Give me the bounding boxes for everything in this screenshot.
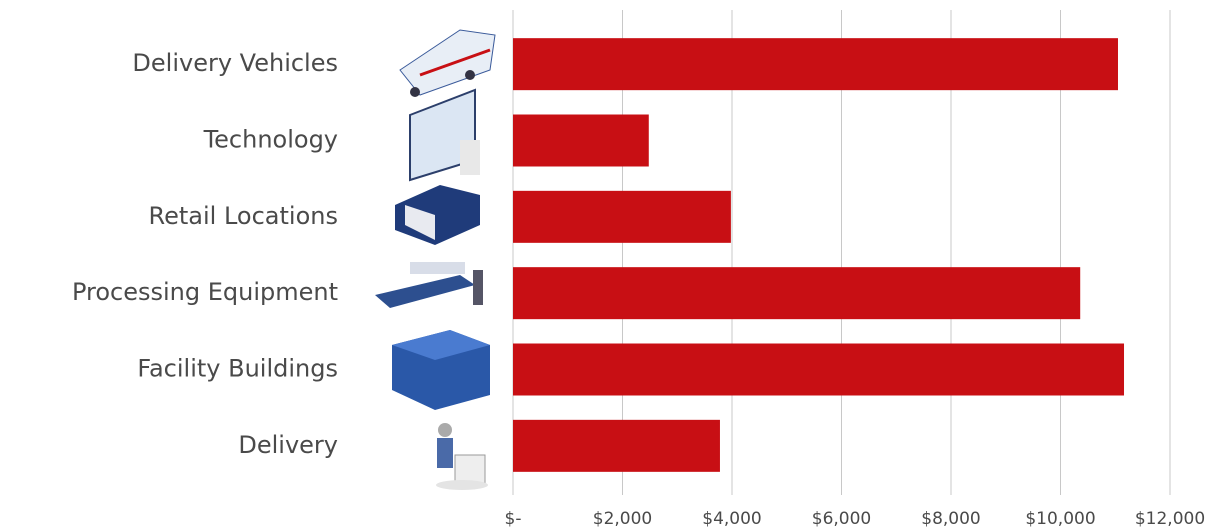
store-icon (395, 185, 480, 245)
x-tick-label: $2,000 (593, 509, 652, 529)
hand-truck-icon (436, 423, 488, 490)
x-tick-label: $- (505, 509, 522, 529)
chart: $- $2,000 $4,000 $6,000 $8,000 $10,000 $12,000… (0, 0, 1221, 531)
bar (513, 420, 720, 472)
x-tick-label: $12,000 (1135, 509, 1205, 529)
x-tick-label: $10,000 (1025, 509, 1095, 529)
x-tick-label: $8,000 (921, 509, 980, 529)
x-tick-label: $4,000 (702, 509, 761, 529)
bar (513, 38, 1118, 90)
y-tick-label: Retail Locations (149, 202, 338, 230)
bars (513, 38, 1124, 472)
icons (375, 30, 495, 490)
building-icon (392, 330, 490, 410)
y-tick-label: Processing Equipment (72, 278, 338, 306)
van-icon (400, 30, 495, 97)
x-tick-label: $6,000 (812, 509, 871, 529)
y-tick-label: Delivery (238, 431, 338, 459)
conveyor-icon (375, 262, 483, 308)
y-tick-label: Technology (203, 126, 338, 154)
screen-icon (410, 90, 480, 180)
bar (513, 344, 1124, 396)
bar (513, 191, 731, 243)
y-tick-label: Facility Buildings (137, 355, 338, 383)
y-tick-label: Delivery Vehicles (132, 49, 338, 77)
page: $- $2,000 $4,000 $6,000 $8,000 $10,000 $12,000… (0, 0, 1221, 531)
bar (513, 115, 649, 167)
bar (513, 267, 1080, 319)
